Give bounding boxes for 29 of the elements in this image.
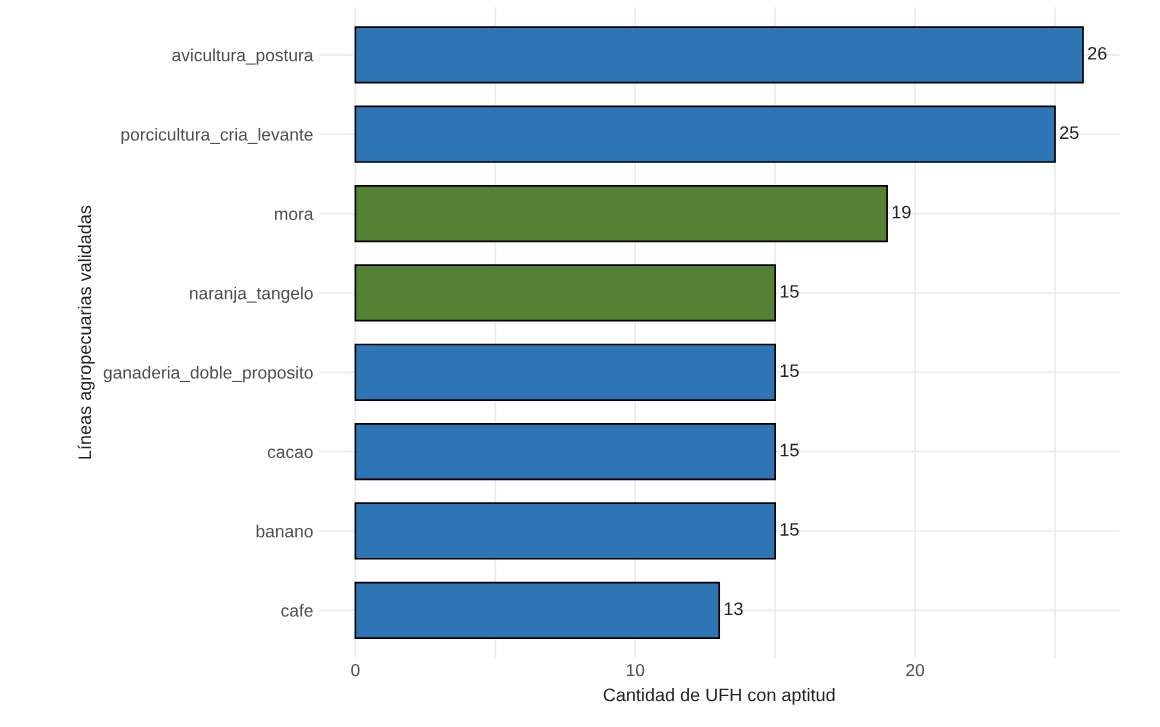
bar [354, 26, 1084, 84]
data-label: 15 [780, 443, 799, 457]
y-tick-label: mora [275, 210, 314, 221]
data-label: 25 [1060, 126, 1079, 140]
bar [354, 502, 777, 560]
y-axis-title: Líneas agropecuarias validadas [77, 205, 95, 459]
y-tick-label: ganaderia_doble_proposito [103, 365, 313, 383]
data-label: 15 [780, 523, 799, 536]
y-tick-label: cafe [281, 604, 313, 617]
bar [354, 581, 721, 639]
bar [354, 105, 1056, 163]
bar [354, 264, 777, 322]
bar [354, 423, 777, 481]
bar [354, 343, 777, 401]
data-label: 13 [724, 602, 743, 616]
data-label: 19 [892, 205, 911, 219]
data-label: 15 [780, 285, 799, 298]
x-tick-label: 20 [906, 663, 925, 677]
x-tick-label: 0 [351, 663, 360, 677]
y-tick-label: avicultura_postura [172, 48, 314, 65]
x-tick-label: 10 [626, 663, 645, 677]
y-tick-label: porcicultura_cria_levante [121, 127, 313, 145]
bar [354, 184, 888, 243]
data-label: 26 [1088, 46, 1107, 60]
data-label: 15 [780, 364, 799, 378]
y-tick-label: cacao [267, 448, 313, 459]
y-tick-label: naranja_tangelo [190, 286, 313, 303]
x-axis-title: Cantidad de UFH con aptitud [603, 688, 835, 705]
y-tick-label: banano [256, 524, 313, 538]
